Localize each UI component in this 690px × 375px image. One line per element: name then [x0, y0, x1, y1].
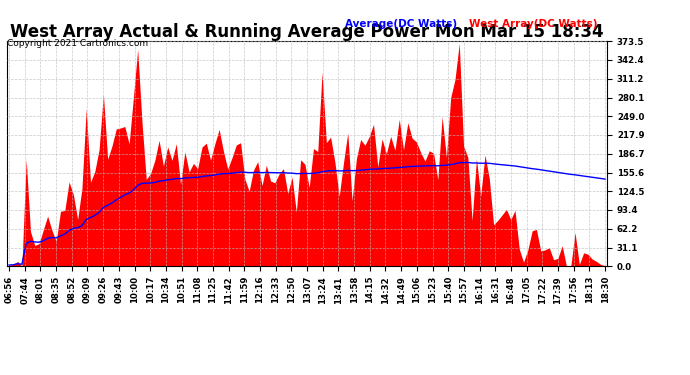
Title: West Array Actual & Running Average Power Mon Mar 15 18:34: West Array Actual & Running Average Powe…: [10, 23, 604, 41]
Text: West Array(DC Watts): West Array(DC Watts): [469, 20, 598, 29]
Text: Average(DC Watts): Average(DC Watts): [345, 20, 457, 29]
Text: Copyright 2021 Cartronics.com: Copyright 2021 Cartronics.com: [7, 39, 148, 48]
